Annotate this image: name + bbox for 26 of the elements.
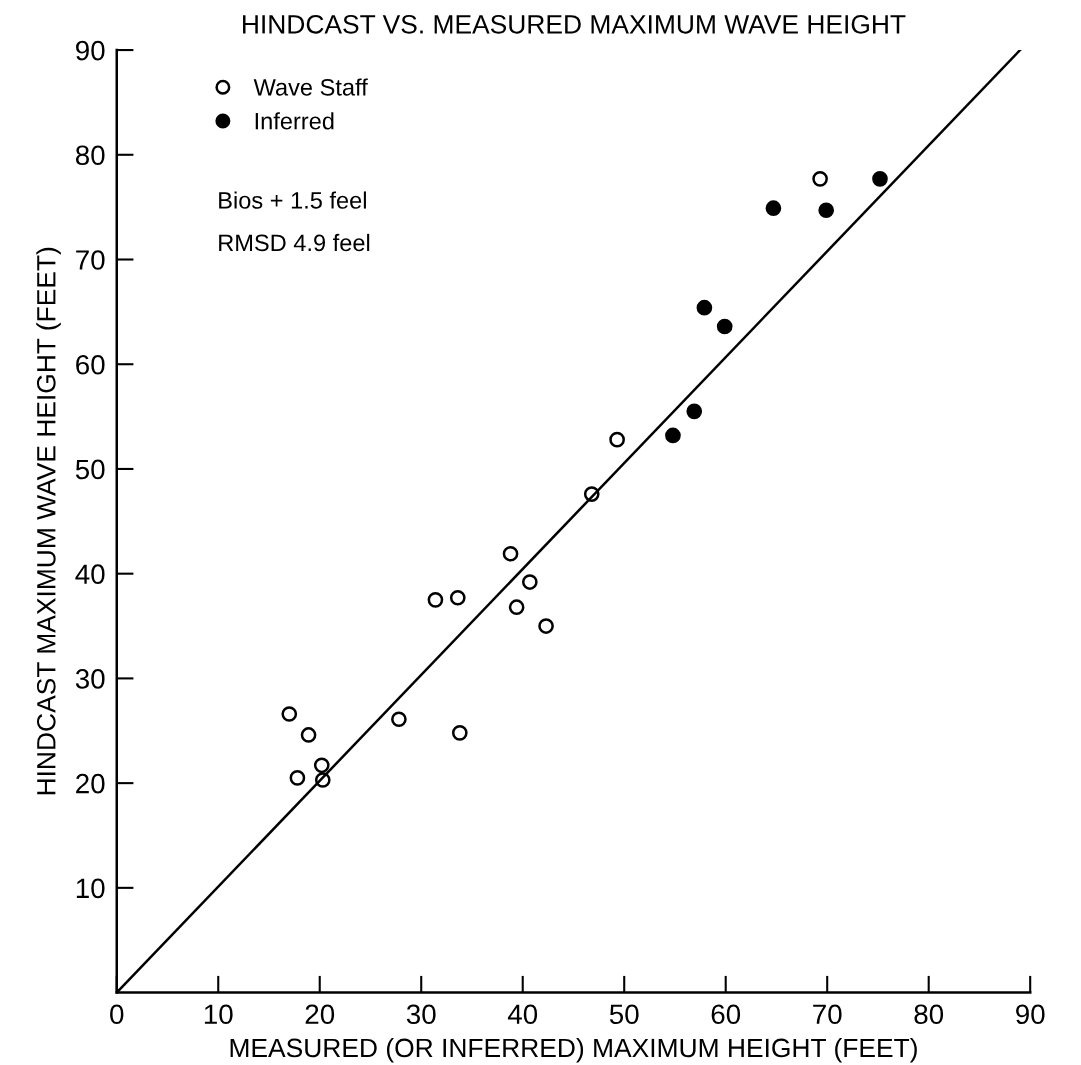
x-tick-label: 80 — [914, 1004, 944, 1025]
y-tick-label: 10 — [76, 878, 105, 899]
y-tick-label: 20 — [76, 773, 105, 794]
x-tick-label: 50 — [609, 1004, 639, 1025]
legend-label: Wave Staff — [253, 78, 368, 96]
y-tick-label: 30 — [75, 669, 105, 689]
annotation: Bios + 1.5 feel — [219, 191, 366, 209]
chart-title: HINDCAST VS. MEASURED MAXIMUM WAVE HEIGHT — [243, 14, 906, 34]
x-tick-label: 90 — [1016, 1004, 1045, 1025]
x-tick-label: 30 — [406, 1004, 436, 1025]
y-tick-label: 60 — [76, 354, 105, 375]
x-tick-label: 60 — [711, 1004, 741, 1025]
y-tick-label: 70 — [76, 250, 105, 270]
x-tick-label: 40 — [507, 1004, 538, 1025]
y-tick-label: 40 — [75, 564, 105, 585]
legend-label: Inferred — [255, 112, 334, 130]
x-tick-label: 20 — [305, 1004, 335, 1025]
y-tick-label: 50 — [75, 459, 105, 480]
annotation: RMSD 4.9 feel — [219, 233, 370, 252]
x-axis-title: MEASURED (OR INFERRED) MAXIMUM HEIGHT (FEET) — [230, 1037, 917, 1063]
x-tick-label: 70 — [813, 1004, 842, 1025]
y-axis-title: HINDCAST MAXIMUM WAVE HEIGHT (FEET) — [36, 247, 61, 795]
x-tick-label: 10 — [204, 1004, 233, 1025]
x-tick-label: 0 — [110, 1004, 124, 1025]
y-tick-label: 80 — [75, 145, 105, 166]
y-tick-label: 90 — [76, 40, 105, 61]
